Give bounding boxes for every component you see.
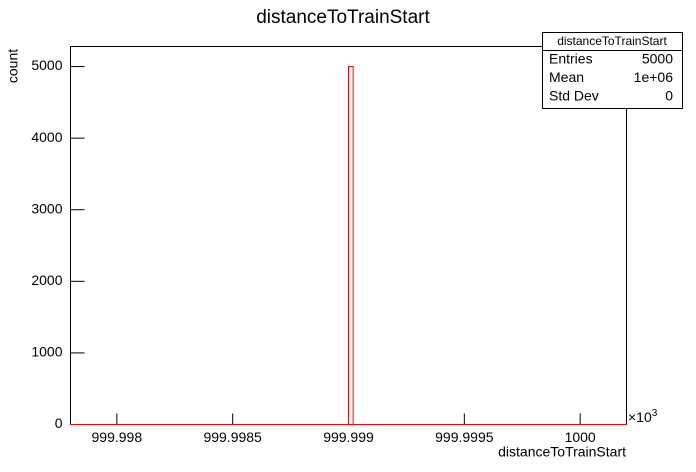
- stats-value: 1e+06: [634, 69, 674, 85]
- stats-title: distanceToTrainStart: [557, 34, 667, 48]
- x-multiplier-exponent: 3: [652, 408, 658, 419]
- y-tick-label: 4000: [31, 129, 62, 145]
- histogram-bar: [348, 66, 354, 426]
- x-tick-label: 999.9995: [435, 429, 494, 445]
- y-tick-label: 5000: [31, 57, 62, 73]
- stats-label: Std Dev: [549, 88, 599, 104]
- x-tick-label: 999.999: [323, 429, 374, 445]
- stats-frame: [542, 32, 683, 109]
- y-axis-label: count: [5, 49, 21, 83]
- x-multiplier: ×103: [628, 408, 658, 425]
- stats-value: 0: [665, 88, 673, 104]
- stats-box: distanceToTrainStart Entries 5000 Mean 1e+0…: [542, 32, 683, 109]
- x-axis-label: distanceToTrainStart: [498, 444, 626, 460]
- stats-label: Entries: [549, 51, 593, 67]
- x-tick-label: 999.998: [92, 429, 143, 445]
- y-tick-label: 3000: [31, 200, 62, 216]
- x-tick-label: 1000: [565, 429, 596, 445]
- chart-title: distanceToTrainStart: [256, 7, 430, 28]
- x-multiplier-base: ×10: [628, 409, 652, 425]
- x-tick-label: 999.9985: [203, 429, 262, 445]
- stats-value: 5000: [642, 51, 673, 67]
- y-tick-label: 2000: [31, 272, 62, 288]
- y-tick-label: 1000: [31, 344, 62, 360]
- y-tick-label: 0: [55, 415, 63, 431]
- histogram: [70, 66, 627, 426]
- stats-label: Mean: [549, 69, 584, 85]
